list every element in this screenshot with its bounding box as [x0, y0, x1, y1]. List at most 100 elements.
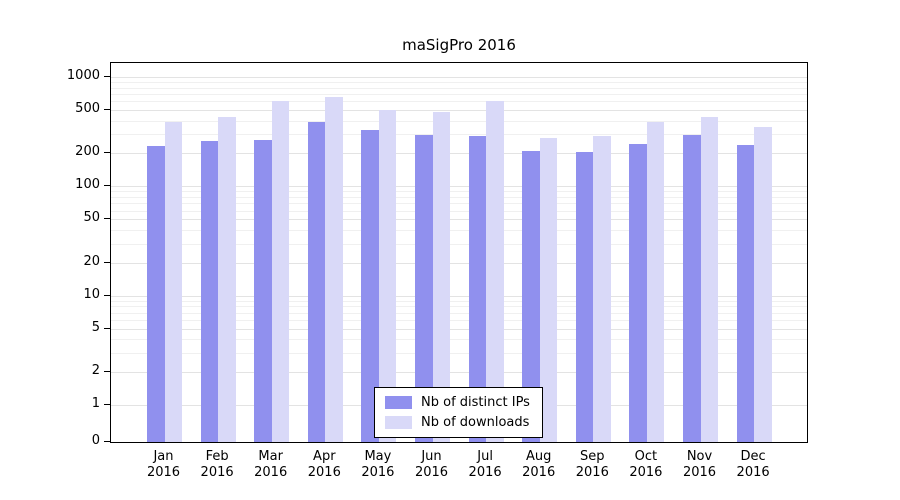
bar-jul-downloads: [486, 100, 504, 442]
x-tick-label-nov: Nov 2016: [668, 449, 732, 481]
y-tick-label: 50: [83, 210, 100, 226]
bar-jun-distinct-ips: [415, 134, 433, 442]
x-tick-label-aug: Aug 2016: [507, 449, 571, 481]
legend-item-downloads: Nb of downloads: [385, 415, 530, 430]
bar-oct-distinct-ips: [629, 144, 647, 442]
y-tick-mark: [104, 185, 110, 187]
gridline: [111, 93, 807, 95]
y-tick-mark: [104, 404, 110, 405]
bar-nov-distinct-ips: [683, 134, 701, 442]
gridline: [111, 210, 807, 212]
x-tick-label-may: May 2016: [346, 449, 410, 481]
gridline: [111, 372, 807, 374]
x-tick-label-dec: Dec 2016: [721, 449, 785, 481]
bar-jan-downloads: [164, 121, 182, 442]
y-tick-label: 20: [83, 253, 100, 269]
gridline: [111, 120, 807, 122]
y-tick-mark: [104, 108, 110, 110]
gridline: [111, 191, 807, 193]
y-tick-mark: [104, 218, 110, 220]
x-tick-label-jan: Jan 2016: [132, 449, 196, 481]
y-tick-label: 200: [75, 144, 100, 160]
y-tick-label: 5: [91, 319, 100, 335]
bar-sep-distinct-ips: [575, 152, 594, 442]
bar-aug-distinct-ips: [522, 150, 540, 442]
legend: Nb of distinct IPs Nb of downloads: [374, 387, 543, 438]
x-tick-label-feb: Feb 2016: [185, 449, 249, 481]
gridline: [111, 134, 807, 136]
gridline: [111, 101, 807, 103]
x-tick-year: 2016: [414, 465, 449, 480]
y-tick-label: 0: [91, 433, 100, 448]
legend-swatch-distinct-ips: [385, 396, 412, 409]
x-tick-label-oct: Oct 2016: [614, 449, 678, 481]
bar-may-distinct-ips: [361, 129, 379, 442]
gridline: [111, 87, 807, 89]
y-tick-label: 500: [75, 100, 100, 116]
bar-apr-downloads: [325, 96, 343, 442]
y-tick-label: 2: [91, 363, 100, 379]
gridline: [111, 243, 807, 245]
bar-jan-distinct-ips: [147, 145, 165, 442]
bar-sep-downloads: [593, 136, 611, 442]
gridline: [111, 82, 807, 83]
x-tick-year: 2016: [468, 465, 502, 480]
gridline: [111, 186, 807, 188]
y-tick-label: 100: [75, 177, 100, 193]
y-tick-mark: [104, 371, 110, 373]
gridline: [111, 262, 807, 264]
plot-area: Nb of distinct IPs Nb of downloads: [110, 62, 808, 443]
legend-label-distinct-ips: Nb of distinct IPs: [421, 395, 530, 410]
x-tick-label-jul: Jul 2016: [453, 449, 517, 481]
gridline: [111, 339, 807, 341]
legend-swatch-downloads: [385, 416, 412, 429]
bar-may-downloads: [378, 110, 397, 442]
bar-feb-distinct-ips: [200, 140, 219, 442]
gridline: [111, 319, 807, 321]
bar-oct-downloads: [646, 121, 665, 442]
gridline: [111, 300, 807, 302]
gridline: [111, 153, 807, 155]
gridline: [111, 203, 807, 205]
y-tick-label: 1000: [66, 68, 100, 83]
x-tick-year: 2016: [629, 465, 663, 480]
bar-aug-downloads: [539, 137, 558, 442]
gridline: [111, 352, 807, 354]
gridline: [111, 328, 807, 330]
bar-dec-distinct-ips: [736, 145, 755, 442]
legend-item-distinct-ips: Nb of distinct IPs: [385, 395, 530, 410]
y-tick-mark: [104, 327, 110, 329]
y-tick-mark: [104, 441, 110, 442]
y-tick-mark: [104, 294, 110, 296]
x-tick-year: 2016: [254, 465, 288, 480]
y-tick-mark: [104, 261, 110, 263]
x-tick-year: 2016: [307, 465, 341, 480]
gridline: [111, 306, 807, 308]
y-tick-mark: [104, 152, 110, 154]
x-tick-year: 2016: [575, 465, 609, 480]
bar-mar-downloads: [271, 100, 290, 442]
gridline: [111, 219, 807, 221]
y-tick-mark: [104, 76, 110, 77]
gridline: [111, 295, 807, 297]
x-tick-year: 2016: [200, 465, 234, 480]
gridline: [111, 109, 807, 111]
gridline: [111, 77, 807, 78]
x-tick-year: 2016: [146, 465, 181, 480]
x-tick-label-sep: Sep 2016: [560, 449, 624, 481]
bar-jun-downloads: [432, 112, 450, 442]
bar-jul-distinct-ips: [468, 136, 487, 442]
gridline: [111, 229, 807, 231]
bar-mar-distinct-ips: [254, 139, 272, 442]
bar-apr-distinct-ips: [307, 122, 326, 442]
y-tick-label: 1: [91, 396, 100, 411]
x-tick-label-mar: Mar 2016: [239, 449, 303, 481]
x-tick-label-jun: Jun 2016: [400, 449, 464, 481]
x-tick-year: 2016: [736, 465, 770, 480]
bar-dec-downloads: [754, 126, 772, 442]
gridline: [111, 196, 807, 198]
bar-feb-downloads: [218, 116, 236, 442]
bar-nov-downloads: [700, 117, 718, 442]
gridline: [111, 312, 807, 314]
